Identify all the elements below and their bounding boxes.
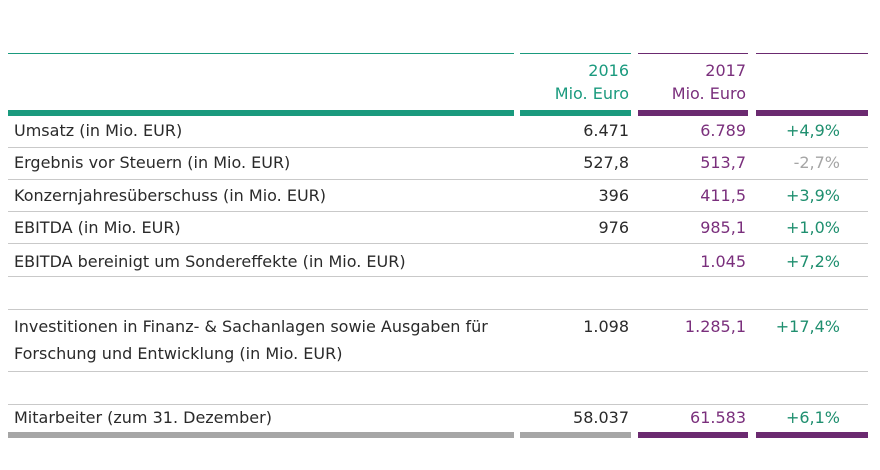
header-2016-year: 2016	[588, 61, 629, 80]
row-ebitda-label: EBITDA (in Mio. EUR)	[14, 218, 181, 237]
header-bar-change	[756, 110, 868, 116]
row-mitarbeiter-label: Mitarbeiter (zum 31. Dezember)	[14, 408, 272, 427]
footer-bar-label	[8, 432, 514, 438]
top-rule-2017	[638, 53, 748, 54]
row-ergebnis-2016: 527,8	[583, 153, 629, 172]
row-divider	[8, 243, 868, 244]
column-header-2017: 2017 Mio. Euro	[638, 59, 746, 105]
row-ergebnis-2017: 513,7	[700, 153, 746, 172]
row-invest-change: +17,4%	[775, 317, 840, 336]
header-2017-year: 2017	[705, 61, 746, 80]
row-divider	[8, 309, 868, 310]
row-invest-2017: 1.285,1	[684, 317, 746, 336]
top-rule-change	[756, 53, 868, 54]
row-ebitda-adj-label: EBITDA bereinigt um Sondereffekte (in Mi…	[14, 252, 406, 271]
row-konzern-change: +3,9%	[785, 186, 840, 205]
header-bar-2017	[638, 110, 748, 116]
footer-bar-change	[756, 432, 868, 438]
column-header-2016: 2016 Mio. Euro	[520, 59, 629, 105]
row-ergebnis-label: Ergebnis vor Steuern (in Mio. EUR)	[14, 153, 291, 172]
header-2016-unit: Mio. Euro	[554, 84, 629, 103]
row-umsatz-label: Umsatz (in Mio. EUR)	[14, 121, 183, 140]
row-divider	[8, 276, 868, 277]
row-ebitda-adj-change: +7,2%	[785, 252, 840, 271]
row-ebitda-2016: 976	[598, 218, 629, 237]
row-ebitda-change: +1,0%	[785, 218, 840, 237]
row-mitarbeiter-2016: 58.037	[573, 408, 629, 427]
footer-bar-2016	[520, 432, 631, 438]
row-mitarbeiter-change: +6,1%	[785, 408, 840, 427]
row-umsatz-change: +4,9%	[785, 121, 840, 140]
row-umsatz-2016: 6.471	[583, 121, 629, 140]
header-bar-2016	[520, 110, 631, 116]
row-divider	[8, 404, 868, 405]
row-invest-label-line2: Forschung und Entwicklung (in Mio. EUR)	[14, 344, 343, 363]
header-2017-unit: Mio. Euro	[671, 84, 746, 103]
top-rule-2016	[520, 53, 631, 54]
row-konzern-label: Konzernjahresüberschuss (in Mio. EUR)	[14, 186, 327, 205]
row-ebitda-2017: 985,1	[700, 218, 746, 237]
row-divider	[8, 371, 868, 372]
top-rule-label	[8, 53, 514, 54]
row-divider	[8, 147, 868, 148]
row-mitarbeiter-2017: 61.583	[690, 408, 746, 427]
footer-bar-2017	[638, 432, 748, 438]
row-divider	[8, 179, 868, 180]
row-ebitda-adj-2017: 1.045	[700, 252, 746, 271]
row-umsatz-2017: 6.789	[700, 121, 746, 140]
row-invest-label-line1: Investitionen in Finanz- & Sachanlagen s…	[14, 317, 488, 336]
header-bar-label	[8, 110, 514, 116]
row-konzern-2017: 411,5	[700, 186, 746, 205]
row-divider	[8, 211, 868, 212]
row-konzern-2016: 396	[598, 186, 629, 205]
row-invest-2016: 1.098	[583, 317, 629, 336]
row-ergebnis-change: -2,7%	[793, 153, 840, 172]
